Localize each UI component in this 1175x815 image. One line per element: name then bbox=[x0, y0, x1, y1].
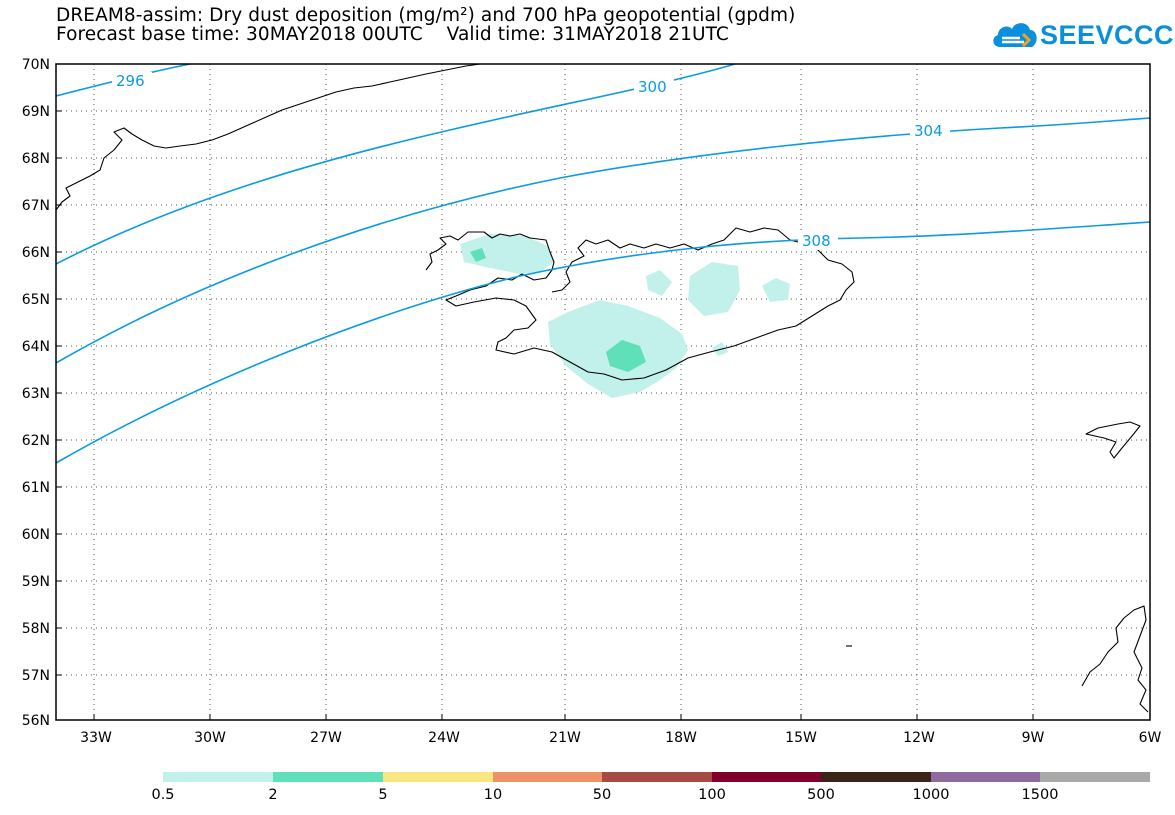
lon-label: 27W bbox=[310, 730, 342, 746]
contour-label-308: 308 bbox=[802, 232, 831, 250]
geopotential-contours bbox=[55, 63, 1151, 464]
lat-label: 61N bbox=[22, 480, 50, 496]
lat-label: 60N bbox=[22, 527, 50, 543]
legend-swatch bbox=[1040, 772, 1150, 782]
lat-label: 59N bbox=[22, 574, 50, 590]
coastlines bbox=[55, 63, 1149, 713]
map-subtitle: Forecast base time: 30MAY2018 00UTC Vali… bbox=[56, 24, 729, 45]
lon-label: 6W bbox=[1139, 730, 1162, 746]
contour-label-304: 304 bbox=[914, 122, 943, 140]
lat-label: 62N bbox=[22, 433, 50, 449]
lat-label: 67N bbox=[22, 198, 50, 214]
contour-308 bbox=[55, 221, 1151, 464]
lat-label: 63N bbox=[22, 386, 50, 402]
legend-label: 10 bbox=[483, 787, 503, 803]
legend-label: 2 bbox=[268, 787, 278, 803]
legend-swatch bbox=[821, 772, 931, 782]
lat-label: 70N bbox=[22, 57, 50, 73]
lon-label: 33W bbox=[80, 730, 112, 746]
lon-label: 18W bbox=[665, 730, 697, 746]
lon-label: 24W bbox=[428, 730, 460, 746]
latitude-labels: 70N 69N 68N 67N 66N 65N 64N 63N 62N 61N … bbox=[22, 57, 50, 729]
contour-304 bbox=[55, 117, 1151, 364]
dust-area-east bbox=[762, 278, 790, 302]
contour-labels: 296 300 304 308 bbox=[112, 72, 950, 250]
logo-text: SEEVCCC bbox=[1040, 20, 1175, 50]
legend-swatch bbox=[383, 772, 493, 782]
faroe-coast bbox=[1085, 421, 1141, 459]
legend-label: 1000 bbox=[912, 787, 950, 803]
map-frame bbox=[55, 63, 1151, 721]
legend-swatch bbox=[273, 772, 383, 782]
lon-label: 9W bbox=[1022, 730, 1045, 746]
legend-swatch bbox=[493, 772, 602, 782]
axis-ticks bbox=[56, 63, 1034, 720]
legend-label: 1500 bbox=[1021, 787, 1059, 803]
lat-label: 69N bbox=[22, 104, 50, 120]
scotland-coast bbox=[1081, 605, 1149, 713]
legend-swatch bbox=[931, 772, 1040, 782]
dust-area-west bbox=[460, 234, 554, 274]
lat-label: 64N bbox=[22, 339, 50, 355]
lon-label: 15W bbox=[785, 730, 817, 746]
legend-label: 5 bbox=[378, 787, 388, 803]
dust-area-west-mid bbox=[470, 248, 486, 262]
lat-label: 68N bbox=[22, 151, 50, 167]
contour-label-296: 296 bbox=[116, 72, 145, 90]
lat-label: 56N bbox=[22, 713, 50, 729]
map-title: DREAM8-assim: Dry dust deposition (mg/m²… bbox=[56, 5, 796, 26]
lat-label: 65N bbox=[22, 292, 50, 308]
contour-300 bbox=[55, 63, 736, 265]
legend-label: 50 bbox=[592, 787, 612, 803]
lat-label: 57N bbox=[22, 668, 50, 684]
legend-swatch bbox=[712, 772, 821, 782]
lon-label: 12W bbox=[903, 730, 935, 746]
dust-area-north bbox=[646, 270, 672, 296]
dust-area-central bbox=[688, 262, 740, 316]
longitude-labels: 33W 30W 27W 24W 21W 18W 15W 12W 9W 6W bbox=[80, 730, 1161, 746]
dust-area-south-mid bbox=[606, 340, 646, 372]
lat-label: 66N bbox=[22, 245, 50, 261]
seevccc-logo: SEEVCCC bbox=[990, 16, 1174, 56]
legend-swatch bbox=[163, 772, 273, 782]
legend-label: 100 bbox=[698, 787, 726, 803]
lat-label: 58N bbox=[22, 621, 50, 637]
legend-colorbar bbox=[163, 772, 1150, 782]
iceland-coast bbox=[425, 227, 855, 381]
cloud-icon bbox=[993, 23, 1037, 48]
dust-deposition bbox=[460, 234, 790, 398]
lon-label: 21W bbox=[549, 730, 581, 746]
lon-label: 30W bbox=[194, 730, 226, 746]
greenland-coast bbox=[55, 63, 481, 211]
contour-label-300: 300 bbox=[638, 78, 667, 96]
legend-label: 0.5 bbox=[151, 787, 175, 803]
legend-label: 500 bbox=[807, 787, 835, 803]
legend-swatch bbox=[602, 772, 712, 782]
